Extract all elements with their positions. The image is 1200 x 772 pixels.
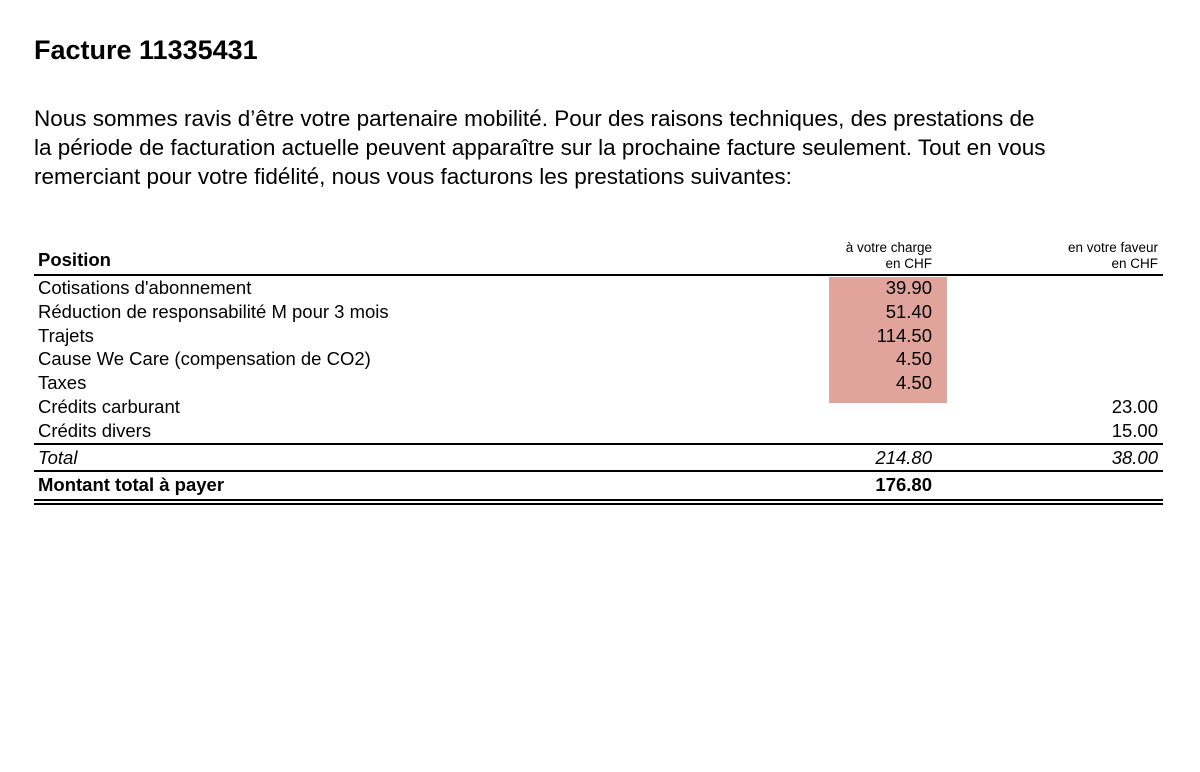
total-rule <box>34 442 1163 445</box>
row-label: Taxes <box>38 372 87 394</box>
favor-column-header: en votre faveur en CHF <box>1068 240 1158 272</box>
header-rule <box>34 274 1163 276</box>
favor-header-line: en votre faveur <box>1067 240 1158 255</box>
favor-header-unit: en CHF <box>1111 256 1158 271</box>
amount-due-row: Montant total à payer 176.80 <box>34 472 1163 499</box>
amount-due-value: 176.80 <box>875 473 932 495</box>
amount-due-rule <box>34 469 1163 472</box>
row-favor: 15.00 <box>1111 419 1158 441</box>
amount-due-label: Montant total à payer <box>38 473 225 495</box>
intro-line: la période de facturation actuelle peuve… <box>34 135 1046 160</box>
row-charge: 114.50 <box>876 324 932 346</box>
intro-line: remerciant pour votre fidélité, nous vou… <box>34 164 792 189</box>
invoice-table: Position à votre charge en CHF en votre … <box>34 236 1163 505</box>
row-charge: 39.90 <box>885 277 932 298</box>
row-label: Réduction de responsabilité M pour 3 moi… <box>38 300 389 322</box>
row-label: Trajets <box>38 324 94 346</box>
row-charge: 51.40 <box>885 300 932 322</box>
row-label: Cotisations d'abonnement <box>38 277 252 298</box>
row-label: Crédits carburant <box>38 395 180 417</box>
total-label: Total <box>38 446 78 468</box>
table-row: Cause We Care (compensation de CO2) 4.50 <box>34 347 1163 371</box>
table-body: Cotisations d'abonnement 39.90 Réduction… <box>34 276 1163 443</box>
charge-column-header: à votre charge en CHF <box>846 240 932 272</box>
charge-header-unit: en CHF <box>885 256 932 271</box>
intro-paragraph: Nous sommes ravis d’être votre partenair… <box>34 104 1174 191</box>
invoice-title: Facture 11335431 <box>34 35 258 65</box>
total-row: Total 214.80 38.00 <box>34 445 1163 470</box>
charge-header-line: à votre charge <box>845 240 932 255</box>
table-row: Crédits divers 15.00 <box>34 419 1163 443</box>
table-row: Crédits carburant 23.00 <box>34 395 1163 419</box>
intro-line: Nous sommes ravis d’être votre partenair… <box>34 106 1035 131</box>
table-row: Cotisations d'abonnement 39.90 <box>34 276 1163 300</box>
table-row: Réduction de responsabilité M pour 3 moi… <box>34 300 1163 324</box>
table-row: Trajets 114.50 <box>34 324 1163 348</box>
table-row: Taxes 4.50 <box>34 371 1163 395</box>
position-header: Position <box>38 249 111 270</box>
closing-double-rule <box>34 498 1163 505</box>
total-charge: 214.80 <box>875 446 932 468</box>
row-charge: 4.50 <box>895 372 932 394</box>
charge-highlight <box>829 277 947 403</box>
table-header: Position à votre charge en CHF en votre … <box>34 236 1163 274</box>
row-label: Crédits divers <box>38 419 152 441</box>
total-favor: 38.00 <box>1111 446 1158 468</box>
row-charge: 4.50 <box>895 348 932 370</box>
row-label: Cause We Care (compensation de CO2) <box>38 348 371 370</box>
row-favor: 23.00 <box>1111 395 1158 417</box>
